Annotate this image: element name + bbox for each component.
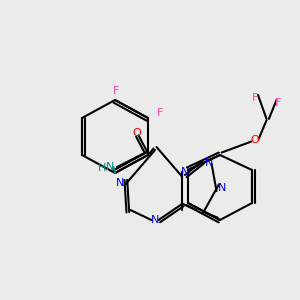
- Text: N: N: [106, 162, 115, 172]
- Text: N: N: [181, 167, 189, 177]
- Text: F: F: [275, 98, 281, 108]
- Text: F: F: [157, 109, 163, 118]
- Text: O: O: [250, 135, 260, 145]
- Text: N: N: [204, 158, 213, 168]
- Text: F: F: [252, 93, 258, 103]
- Text: N: N: [151, 215, 159, 225]
- Text: H: H: [98, 163, 106, 173]
- Text: N: N: [116, 178, 124, 188]
- Text: O: O: [133, 128, 141, 138]
- Text: F: F: [113, 86, 120, 96]
- Text: N: N: [218, 183, 226, 193]
